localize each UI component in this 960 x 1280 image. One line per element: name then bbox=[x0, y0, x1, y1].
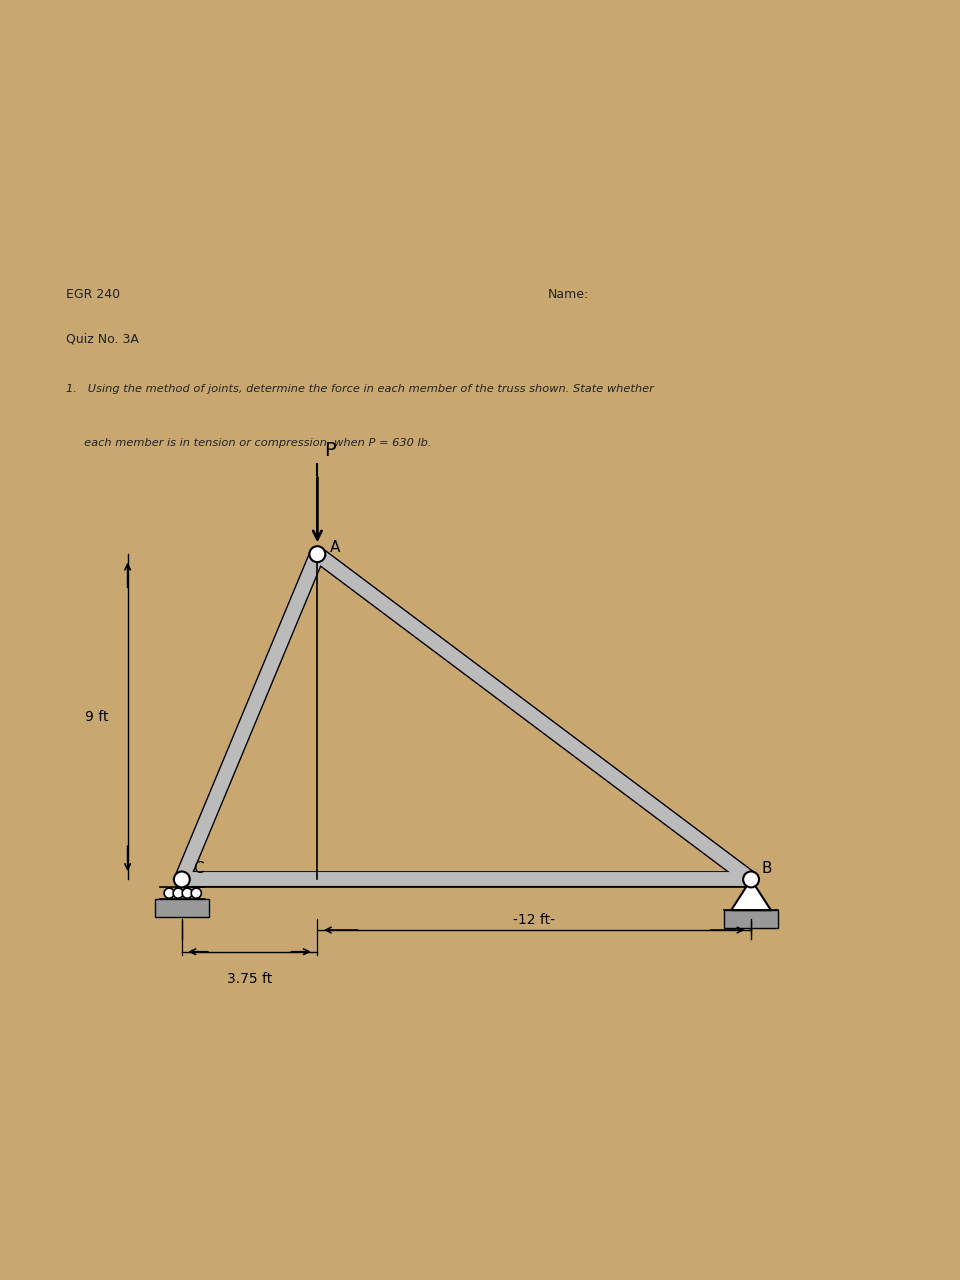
Text: -12 ft-: -12 ft- bbox=[514, 913, 555, 927]
Circle shape bbox=[173, 888, 183, 899]
Text: B: B bbox=[762, 861, 773, 876]
Text: P: P bbox=[324, 442, 336, 461]
Text: EGR 240: EGR 240 bbox=[66, 288, 120, 301]
Text: Quiz No. 3A: Quiz No. 3A bbox=[66, 333, 139, 346]
Text: C: C bbox=[193, 861, 204, 876]
Circle shape bbox=[743, 872, 759, 887]
Text: each member is in tension or compression, when P = 630 lb.: each member is in tension or compression… bbox=[66, 438, 432, 448]
Text: 1.   Using the method of joints, determine the force in each member of the truss: 1. Using the method of joints, determine… bbox=[66, 384, 654, 394]
Text: 3.75 ft: 3.75 ft bbox=[227, 972, 273, 986]
Circle shape bbox=[191, 888, 202, 899]
Circle shape bbox=[174, 872, 190, 887]
Text: Name:: Name: bbox=[547, 288, 588, 301]
Polygon shape bbox=[155, 900, 209, 918]
Polygon shape bbox=[724, 910, 779, 928]
Circle shape bbox=[309, 547, 325, 562]
Circle shape bbox=[164, 888, 175, 899]
Text: 9 ft: 9 ft bbox=[85, 710, 108, 723]
Polygon shape bbox=[732, 879, 771, 910]
Text: A: A bbox=[330, 540, 341, 556]
Circle shape bbox=[182, 888, 192, 899]
